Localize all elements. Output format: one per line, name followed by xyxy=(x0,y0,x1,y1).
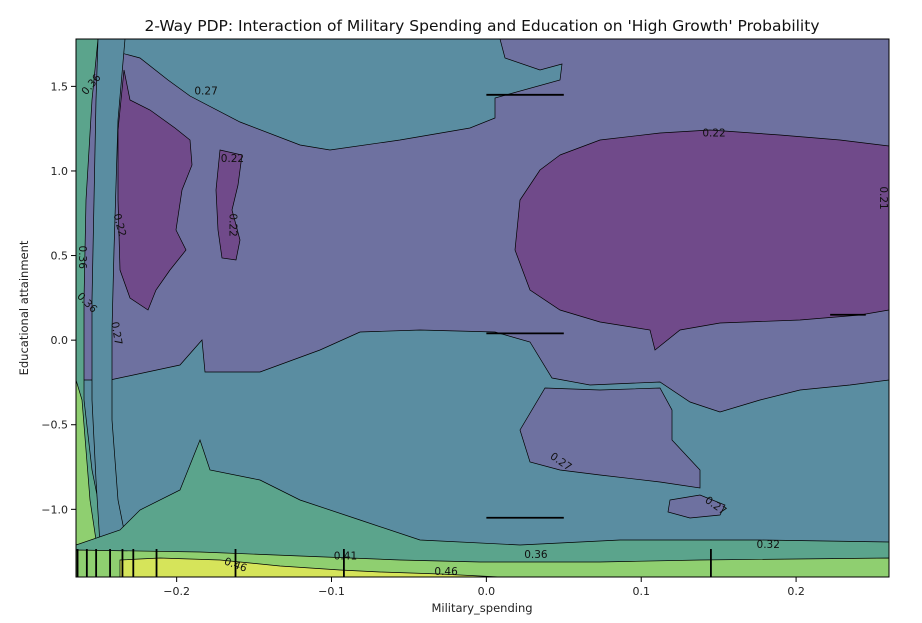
contour-region-dark-right xyxy=(514,129,889,351)
contour-region-bottom-band xyxy=(76,438,889,577)
y-tick-label: 0.0 xyxy=(51,334,69,347)
plot-frame xyxy=(75,38,890,578)
decile-rug-group xyxy=(76,93,866,577)
contour-label: 0.27 xyxy=(108,321,124,346)
contour-label: 0.32 xyxy=(757,539,780,551)
x-tick-label: 0.0 xyxy=(478,585,496,598)
x-tick-label: 0.1 xyxy=(632,585,650,598)
contour-label: 0.36 xyxy=(76,246,88,270)
contour-region-dark-left-2 xyxy=(215,149,243,261)
contour-label: 0.22 xyxy=(702,128,725,140)
contour-label: 0.41 xyxy=(334,551,357,563)
contour-region-dark-left xyxy=(117,69,193,311)
x-tick-label: 0.2 xyxy=(787,585,805,598)
contour-label: 0.36 xyxy=(524,549,548,561)
contour-label: 0.22 xyxy=(221,153,244,165)
y-tick-label: 0.5 xyxy=(51,250,69,263)
plot-area xyxy=(76,39,889,577)
y-tick-label: −1.0 xyxy=(41,503,68,516)
x-tick-label: −0.1 xyxy=(318,585,345,598)
x-tick-label: −0.2 xyxy=(163,585,190,598)
y-tick-label: 1.5 xyxy=(51,80,69,93)
contour-region-upper-teal xyxy=(99,39,563,151)
contour-region-bottom-yellow xyxy=(119,557,501,577)
contour-label: 0.21 xyxy=(877,186,889,209)
contour-label: 0.46 xyxy=(434,566,458,578)
contour-region-left-edge xyxy=(76,379,97,546)
x-axis-ticks: −0.2 −0.1 0.0 0.1 0.2 xyxy=(163,577,805,598)
contour-label-group: 0.36 0.270.220.22 0.220.360.360.270.220.21… xyxy=(74,72,888,578)
contour-region-lower-purple-tail xyxy=(667,494,726,519)
y-tick-label: 1.0 xyxy=(51,165,69,178)
contour-label: 0.22 xyxy=(226,213,238,236)
chart-title: 2-Way PDP: Interaction of Military Spend… xyxy=(145,17,820,35)
x-axis-label: Military_spending xyxy=(431,601,532,615)
y-axis-label: Educational attainment xyxy=(17,240,31,375)
contour-label: 0.22 xyxy=(111,212,129,238)
contour-region-lower-purple xyxy=(519,387,701,489)
contour-label: 0.27 xyxy=(194,85,217,97)
y-axis-ticks: −1.0 −0.5 0.0 0.5 1.0 1.5 xyxy=(41,80,76,516)
y-tick-label: −0.5 xyxy=(41,419,68,432)
